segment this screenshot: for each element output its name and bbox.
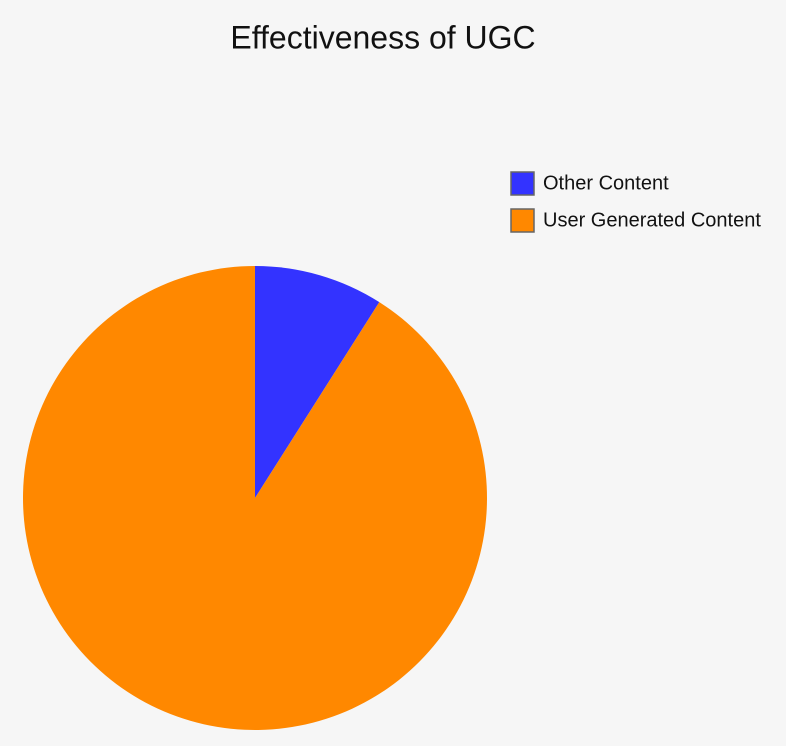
pie-slice xyxy=(255,266,380,498)
pie-slice xyxy=(23,266,488,730)
legend-swatch xyxy=(510,208,535,233)
legend-label: Other Content xyxy=(543,172,669,194)
legend-swatch xyxy=(510,171,535,196)
chart-title: Effectiveness of UGC xyxy=(230,19,535,55)
legend-label: User Generated Content xyxy=(543,209,761,231)
